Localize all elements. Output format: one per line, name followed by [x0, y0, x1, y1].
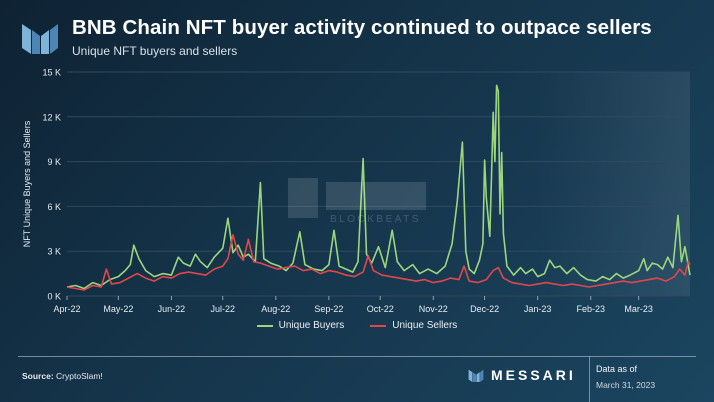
legend-label-sellers: Unique Sellers — [392, 320, 458, 331]
page-subtitle: Unique NFT buyers and sellers — [72, 44, 238, 58]
source-value: CryptoSlam! — [56, 371, 103, 381]
x-tick-label: Oct-22 — [367, 304, 394, 314]
messari-brand-icon — [468, 369, 484, 382]
x-tick-label: Feb-23 — [576, 304, 605, 314]
series-line-buyers — [66, 84, 691, 290]
watermark-logo-icon — [288, 178, 426, 218]
chart-grid — [67, 71, 690, 297]
x-tick-label: Nov-22 — [419, 304, 448, 314]
x-tick-label: Sep-22 — [314, 304, 343, 314]
chart-series — [66, 84, 691, 291]
y-tick-label: 6 K — [47, 202, 61, 212]
messari-brand-text: MESSARI — [491, 367, 576, 383]
footer-vertical-divider — [589, 356, 590, 402]
source-label: Source: — [22, 371, 54, 381]
x-tick-label: Mar-23 — [624, 304, 653, 314]
y-tick-label: 3 K — [47, 247, 61, 257]
messari-brand: MESSARI — [467, 367, 576, 383]
watermark-text: BLOCKBEATS — [330, 214, 421, 225]
source-note: Source: CryptoSlam! — [22, 371, 103, 381]
series-line-sellers — [66, 234, 691, 291]
chart-legend: Unique Buyers Unique Sellers — [0, 320, 714, 331]
x-axis-ticks: Apr-22 May-22 Jun-22 Jul-22 Aug-22 Sep-22 Oct-… — [53, 296, 653, 314]
y-tick-label: 0 K — [47, 292, 61, 302]
x-tick-label: Jun-22 — [158, 304, 186, 314]
legend-swatch-sellers — [370, 324, 387, 327]
legend-item-buyers: Unique Buyers — [256, 320, 345, 331]
page-title: BNB Chain NFT buyer activity continued t… — [72, 16, 652, 39]
x-tick-label: Jul-22 — [210, 304, 235, 314]
data-as-of-date: March 31, 2023 — [596, 380, 656, 390]
legend-swatch-buyers — [256, 324, 273, 327]
messari-logo-icon — [22, 24, 58, 54]
y-axis-ticks: 0 K 3 K 6 K 9 K 12 K 15 K — [42, 68, 61, 302]
legend-label-buyers: Unique Buyers — [278, 320, 345, 331]
footer-divider-line — [18, 356, 696, 357]
x-tick-label: Apr-22 — [53, 304, 80, 314]
legend-item-sellers: Unique Sellers — [370, 320, 457, 331]
x-tick-label: Aug-22 — [261, 304, 290, 314]
x-tick-label: Jan-23 — [524, 304, 552, 314]
y-tick-label: 15 K — [42, 68, 61, 78]
data-as-of-label: Data as of — [596, 364, 638, 374]
x-tick-label: Dec-22 — [470, 304, 499, 314]
y-tick-label: 12 K — [42, 112, 61, 122]
x-tick-label: May-22 — [103, 304, 133, 314]
y-axis-label: NFT Unique Buyers and Sellers — [22, 120, 32, 247]
line-chart: 0 K 3 K 6 K 9 K 12 K 15 K Apr-22 May-22 Jun-22 J… — [22, 68, 691, 314]
y-tick-label: 9 K — [47, 157, 61, 167]
